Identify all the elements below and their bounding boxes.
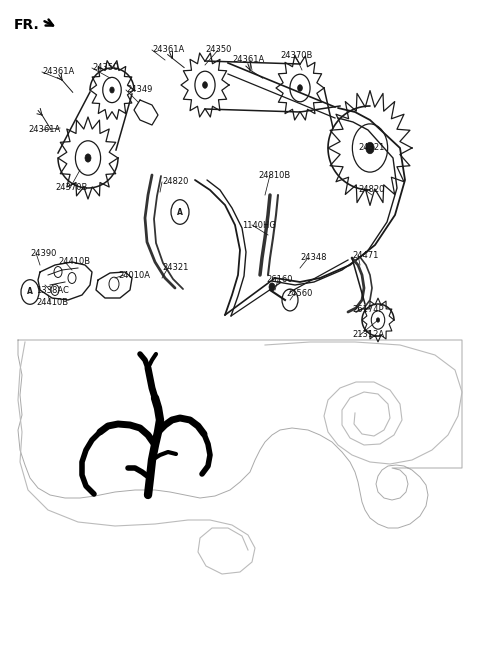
Text: 1140HG: 1140HG bbox=[242, 220, 276, 230]
Text: 24361A: 24361A bbox=[42, 68, 74, 77]
Text: 24390: 24390 bbox=[30, 249, 56, 258]
Text: 26160: 26160 bbox=[266, 276, 292, 285]
Text: FR.: FR. bbox=[14, 18, 40, 32]
Circle shape bbox=[298, 85, 302, 91]
Text: 24321: 24321 bbox=[162, 264, 188, 272]
Text: 24350: 24350 bbox=[205, 45, 231, 54]
Text: 24361A: 24361A bbox=[28, 125, 60, 134]
Text: 24349: 24349 bbox=[126, 85, 152, 94]
Text: 24348: 24348 bbox=[300, 253, 326, 262]
Text: 24471: 24471 bbox=[352, 251, 378, 260]
Text: 24820: 24820 bbox=[162, 178, 188, 186]
Circle shape bbox=[376, 318, 380, 322]
Text: 26174P: 26174P bbox=[352, 306, 384, 314]
Text: A: A bbox=[27, 287, 33, 297]
Text: 24361A: 24361A bbox=[232, 56, 264, 64]
Circle shape bbox=[269, 283, 275, 291]
Circle shape bbox=[366, 142, 374, 154]
Text: 24410B: 24410B bbox=[58, 258, 90, 266]
Text: 24370B: 24370B bbox=[280, 51, 312, 60]
Text: 24370B: 24370B bbox=[55, 184, 87, 192]
Circle shape bbox=[85, 154, 91, 162]
Text: 24010A: 24010A bbox=[118, 270, 150, 279]
Circle shape bbox=[110, 87, 114, 93]
Text: 24321: 24321 bbox=[358, 144, 384, 152]
Circle shape bbox=[203, 82, 207, 89]
Text: 24361A: 24361A bbox=[152, 45, 184, 54]
Text: 1338AC: 1338AC bbox=[36, 285, 69, 295]
Text: 24410B: 24410B bbox=[36, 298, 68, 306]
Text: 24820: 24820 bbox=[358, 186, 384, 194]
Text: A: A bbox=[177, 207, 183, 216]
Text: 24810B: 24810B bbox=[258, 171, 290, 180]
Text: 24350: 24350 bbox=[92, 64, 119, 73]
Text: 24560: 24560 bbox=[286, 289, 312, 298]
Text: 21312A: 21312A bbox=[352, 331, 384, 340]
